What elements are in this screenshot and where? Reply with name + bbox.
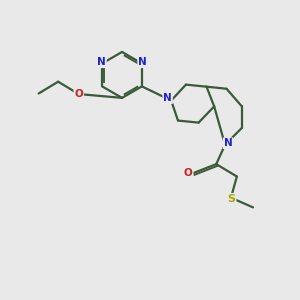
Text: O: O: [184, 168, 193, 178]
Text: N: N: [224, 138, 233, 148]
Text: S: S: [228, 194, 236, 204]
Text: N: N: [138, 57, 147, 67]
Text: N: N: [163, 93, 172, 103]
Text: O: O: [74, 89, 83, 99]
Text: N: N: [97, 57, 106, 67]
